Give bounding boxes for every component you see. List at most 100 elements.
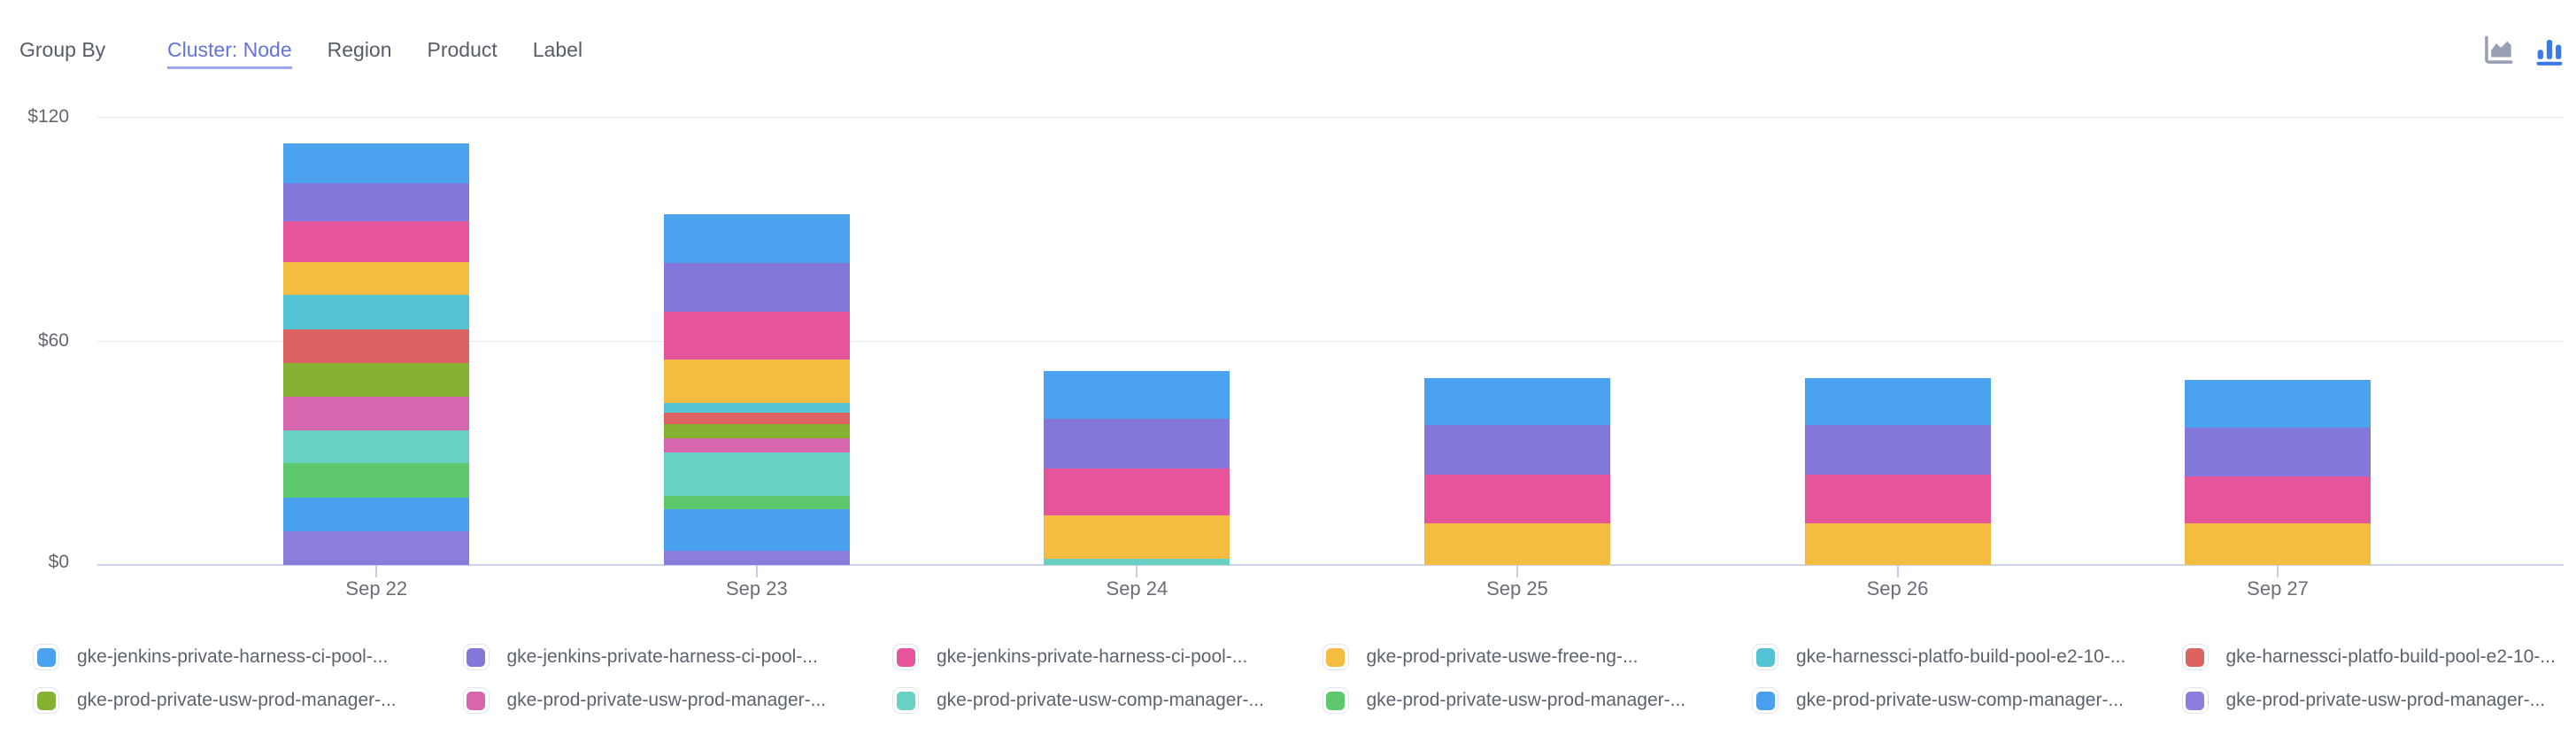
bar-segment[interactable] [663, 403, 850, 414]
x-axis-label: Sep 24 [1106, 577, 1168, 600]
legend-swatch [1752, 644, 1778, 670]
legend-label: gke-prod-private-usw-comp-manager-... [1796, 690, 2124, 710]
chart-type-toggle [2479, 34, 2565, 66]
legend-swatch [1322, 687, 1349, 714]
legend-item[interactable]: gke-harnessci-platfo-build-pool-e2-10-..… [1752, 643, 2182, 671]
bar-segment[interactable] [663, 413, 850, 425]
bar-segment[interactable] [283, 143, 470, 184]
bar-segment[interactable] [663, 424, 850, 438]
legend-label: gke-jenkins-private-harness-ci-pool-... [77, 646, 389, 667]
bar-segment[interactable] [1044, 468, 1230, 515]
legend-label: gke-jenkins-private-harness-ci-pool-... [506, 646, 818, 667]
bar-segment[interactable] [1423, 425, 1610, 476]
stacked-bar [663, 214, 850, 565]
legend-item[interactable]: gke-prod-private-usw-comp-manager-... [892, 686, 1323, 715]
bar-segment[interactable] [2185, 523, 2372, 565]
bar-segment[interactable] [2185, 428, 2372, 477]
bar-segment[interactable] [1804, 425, 1991, 476]
tab-product[interactable]: Product [427, 38, 497, 61]
bar-segment[interactable] [283, 497, 470, 531]
bar-segment[interactable] [663, 453, 850, 496]
bar-segment[interactable] [283, 294, 470, 329]
bar-segment[interactable] [283, 530, 470, 565]
bar-segment[interactable] [1044, 558, 1230, 565]
legend-swatch [892, 644, 919, 670]
bar-chart-icon[interactable] [2534, 35, 2565, 66]
bar-segment[interactable] [283, 429, 470, 463]
bar-segment[interactable] [283, 329, 470, 363]
legend-item[interactable]: gke-harnessci-platfo-build-pool-e2-10-..… [2181, 643, 2576, 671]
bar-segment[interactable] [663, 311, 850, 360]
bar-segment[interactable] [2185, 380, 2372, 429]
bar-segment[interactable] [1044, 418, 1230, 468]
legend-item[interactable]: gke-prod-private-usw-prod-manager-... [2181, 686, 2576, 715]
bar-segment[interactable] [283, 261, 470, 295]
tab-cluster-node[interactable]: Cluster: Node [167, 38, 292, 69]
bar-segment[interactable] [663, 508, 850, 551]
x-axis-tick [375, 565, 378, 577]
bar-segment[interactable] [283, 221, 470, 262]
legend-label: gke-prod-private-usw-prod-manager-... [77, 690, 397, 710]
x-axis-label: Sep 22 [345, 577, 408, 600]
bar-segment[interactable] [663, 550, 850, 565]
legend-swatch [2181, 687, 2209, 714]
bar-segment[interactable] [1804, 475, 1991, 524]
x-axis-tick [1136, 565, 1138, 577]
x-axis-label: Sep 23 [725, 577, 788, 600]
bar-segment[interactable] [663, 437, 850, 453]
legend-swatch [33, 687, 59, 714]
bar-segment[interactable] [1044, 514, 1230, 559]
bar-segment[interactable] [283, 183, 470, 222]
legend-swatch [33, 644, 59, 670]
bar-segment[interactable] [1804, 523, 1991, 565]
gridline [97, 116, 2564, 118]
group-by-label: Group By [19, 38, 106, 61]
legend-item[interactable]: gke-prod-private-usw-comp-manager-... [1752, 686, 2182, 715]
stacked-bar [283, 143, 470, 565]
legend-item[interactable]: gke-prod-private-usw-prod-manager-... [33, 686, 463, 715]
bar-segment[interactable] [663, 214, 850, 263]
y-axis-tick-label: $60 [37, 330, 69, 351]
stacked-bar [1044, 370, 1230, 565]
x-axis-tick [1516, 565, 1518, 577]
legend-item[interactable]: gke-prod-private-uswe-free-ng-... [1322, 643, 1753, 671]
gridline [97, 340, 2564, 342]
legend-label: gke-prod-private-usw-prod-manager-... [1366, 690, 1686, 710]
bar-segment[interactable] [1804, 378, 1991, 426]
chart-legend: gke-jenkins-private-harness-ci-pool-... g… [33, 643, 2576, 715]
legend-label: gke-jenkins-private-harness-ci-pool-... [937, 646, 1248, 667]
bar-segment[interactable] [1044, 370, 1230, 419]
legend-item[interactable]: gke-jenkins-private-harness-ci-pool-... [892, 643, 1323, 671]
legend-label: gke-prod-private-usw-prod-manager-... [2225, 690, 2546, 710]
legend-label: gke-prod-private-usw-prod-manager-... [506, 690, 827, 710]
legend-swatch [2181, 644, 2209, 670]
bar-segment[interactable] [663, 262, 850, 312]
x-axis-tick [1896, 565, 1899, 577]
tab-label[interactable]: Label [532, 38, 583, 61]
x-axis-line [97, 564, 2564, 566]
legend-swatch [1322, 644, 1349, 670]
bar-segment[interactable] [2185, 476, 2372, 524]
bar-segment[interactable] [663, 495, 850, 509]
legend-swatch [1752, 687, 1778, 714]
bar-segment[interactable] [283, 396, 470, 430]
bar-segment[interactable] [1423, 475, 1610, 524]
legend-label: gke-prod-private-uswe-free-ng-... [1366, 646, 1639, 667]
legend-label: gke-harnessci-platfo-build-pool-e2-10-..… [1796, 646, 2126, 667]
tab-region[interactable]: Region [327, 38, 392, 61]
legend-item[interactable]: gke-jenkins-private-harness-ci-pool-... [33, 643, 463, 671]
legend-item[interactable]: gke-prod-private-usw-prod-manager-... [462, 686, 893, 715]
y-axis-tick-label: $0 [48, 552, 69, 572]
legend-label: gke-prod-private-usw-comp-manager-... [937, 690, 1264, 710]
y-axis-tick-label: $120 [27, 106, 69, 127]
bar-segment[interactable] [1423, 378, 1610, 426]
area-chart-icon[interactable] [2479, 34, 2518, 66]
legend-swatch [892, 687, 919, 714]
bar-segment[interactable] [283, 462, 470, 498]
bar-segment[interactable] [663, 360, 850, 404]
legend-item[interactable]: gke-prod-private-usw-prod-manager-... [1322, 686, 1753, 715]
legend-item[interactable]: gke-jenkins-private-harness-ci-pool-... [462, 643, 893, 671]
bar-segment[interactable] [283, 362, 470, 397]
bar-segment[interactable] [1423, 523, 1610, 565]
